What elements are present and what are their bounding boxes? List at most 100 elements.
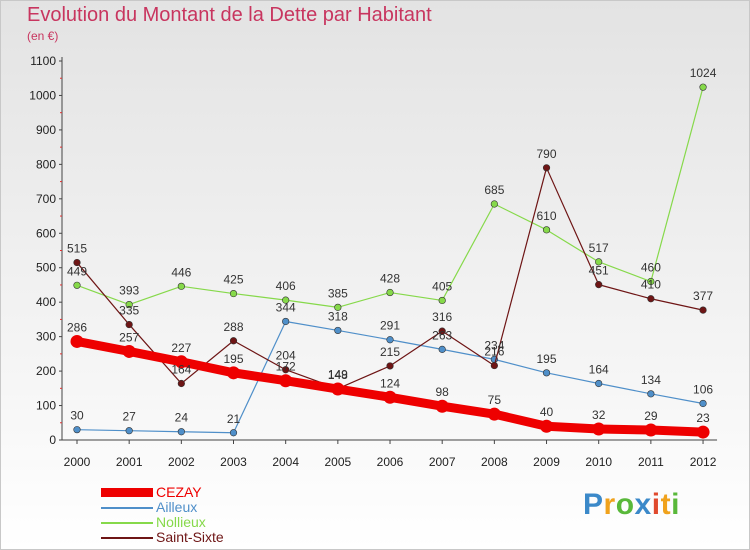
x-tick-label: 2003 — [220, 455, 247, 469]
x-tick-label: 2005 — [324, 455, 351, 469]
data-label: 517 — [589, 241, 609, 255]
data-label: 75 — [488, 393, 502, 407]
data-point — [177, 428, 185, 436]
data-label: 23 — [696, 411, 710, 425]
data-point — [229, 289, 238, 298]
logo-letter: i — [651, 488, 661, 521]
x-tick-label: 2009 — [533, 455, 560, 469]
data-label: 24 — [175, 411, 189, 425]
y-tick-label: 800 — [36, 157, 56, 171]
data-point — [73, 281, 81, 289]
data-point — [699, 399, 707, 408]
data-point — [644, 423, 658, 437]
data-point — [73, 258, 81, 267]
data-point — [647, 295, 655, 303]
data-label: 98 — [436, 385, 450, 399]
data-point — [334, 326, 342, 335]
y-tick-label: 700 — [36, 192, 56, 206]
y-tick-label: 600 — [36, 226, 56, 240]
data-point — [334, 303, 342, 311]
legend-item: Saint-Sixte — [101, 530, 224, 545]
x-tick-label: 2007 — [429, 455, 456, 469]
legend-label: CEZAY — [156, 484, 202, 500]
y-tick-label: 1000 — [29, 88, 56, 102]
proxiti-logo: Proxiti — [583, 488, 680, 522]
data-point — [279, 374, 293, 388]
x-tick-label: 2000 — [64, 455, 91, 469]
y-tick-label: 300 — [36, 330, 56, 344]
data-label: 204 — [276, 349, 296, 363]
data-point — [229, 337, 238, 345]
x-tick-label: 2010 — [585, 455, 612, 469]
data-point — [540, 419, 554, 433]
legend-item: Nollieux — [101, 515, 224, 530]
data-label: 377 — [693, 289, 713, 303]
data-label: 425 — [223, 273, 243, 287]
data-point — [174, 355, 188, 369]
x-tick-label: 2001 — [116, 455, 143, 469]
data-label: 610 — [537, 209, 557, 223]
logo-letter: o — [615, 488, 635, 521]
data-label: 344 — [276, 300, 296, 314]
x-tick-label: 2012 — [690, 455, 717, 469]
legend-item: Ailleux — [101, 500, 224, 515]
y-tick-label: 0 — [49, 433, 56, 447]
data-point — [595, 281, 603, 289]
data-point — [699, 306, 707, 314]
chart-title: Evolution du Montant de la Dette par Hab… — [27, 4, 432, 26]
y-tick-label: 100 — [36, 399, 56, 413]
data-point — [438, 296, 446, 305]
data-label: 148 — [328, 368, 348, 382]
data-label: 685 — [484, 183, 504, 197]
data-label: 257 — [119, 330, 139, 344]
data-point — [122, 344, 136, 358]
data-label: 149 — [328, 368, 348, 382]
data-point — [73, 426, 81, 434]
data-label: 234 — [484, 338, 504, 352]
data-label: 316 — [432, 310, 452, 324]
y-tick-label: 400 — [36, 295, 56, 309]
data-point — [386, 362, 394, 370]
logo-letter: P — [583, 488, 604, 521]
legend-label: Nollieux — [156, 514, 206, 530]
data-point — [125, 427, 133, 435]
data-label: 40 — [540, 405, 554, 419]
data-label: 393 — [119, 284, 139, 298]
data-label: 449 — [67, 264, 87, 278]
data-point — [696, 425, 710, 439]
data-point — [125, 300, 133, 309]
data-label: 446 — [171, 265, 191, 279]
data-point — [282, 366, 290, 374]
data-label: 318 — [328, 309, 348, 323]
x-tick-label: 2002 — [168, 455, 195, 469]
data-label: 790 — [537, 147, 557, 161]
data-point — [647, 277, 655, 286]
legend-swatch — [101, 521, 153, 524]
data-point — [386, 288, 394, 297]
data-label: 106 — [693, 382, 713, 396]
data-point — [282, 317, 290, 326]
data-point — [229, 429, 238, 437]
x-tick-label: 2008 — [481, 455, 508, 469]
data-label: 405 — [432, 279, 452, 293]
data-point — [227, 366, 241, 380]
chart-subtitle: (en €) — [27, 29, 59, 43]
data-point — [542, 226, 551, 234]
data-label: 291 — [380, 319, 400, 333]
data-point — [177, 379, 185, 388]
data-label: 288 — [223, 320, 243, 334]
data-label: 216 — [484, 345, 504, 359]
y-tick-label: 900 — [36, 123, 56, 137]
data-label: 195 — [223, 352, 243, 366]
data-label: 195 — [537, 352, 557, 366]
data-point — [542, 369, 551, 377]
data-label: 406 — [276, 279, 296, 293]
data-label: 335 — [119, 304, 139, 318]
x-tick-label: 2004 — [272, 455, 299, 469]
legend-label: Ailleux — [156, 499, 198, 515]
logo-letter: i — [671, 488, 680, 521]
data-point — [331, 382, 345, 396]
y-tick-label: 1100 — [30, 54, 56, 68]
data-point — [490, 200, 498, 208]
